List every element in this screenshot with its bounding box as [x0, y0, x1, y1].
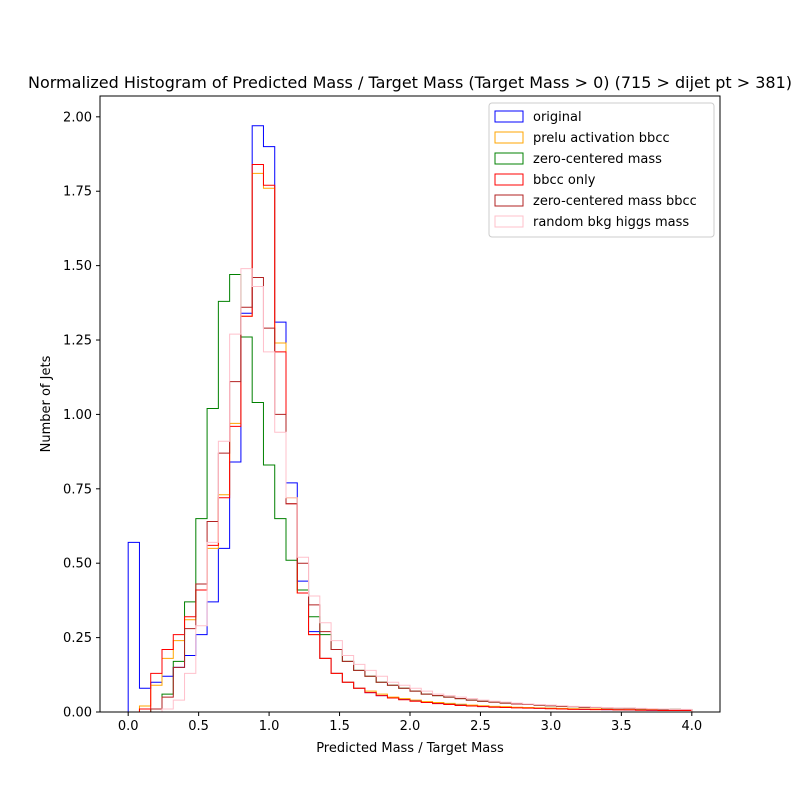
x-tick-label: 1.0: [259, 719, 280, 734]
y-tick-label: 0.75: [63, 482, 92, 497]
legend-swatch: [494, 152, 524, 165]
y-tick-label: 0.50: [63, 557, 92, 572]
y-tick-label: 1.50: [63, 259, 92, 274]
series-layer: [127, 125, 693, 713]
x-axis: 0.0 0.5 1.0 1.5 2.0 2.5 3.0 3.5 4.0: [118, 712, 702, 734]
x-axis-label: Predicted Mass / Target Mass: [316, 741, 504, 756]
x-tick-label: 2.0: [400, 719, 421, 734]
legend-swatch: [494, 194, 524, 207]
x-tick-label: 2.5: [470, 719, 491, 734]
legend: original prelu activation bbcc zero-center…: [488, 102, 715, 238]
series-2: [128, 274, 693, 713]
y-tick-label: 0.25: [63, 631, 92, 646]
series-outline: [128, 268, 693, 713]
series-outline: [128, 172, 693, 713]
legend-label: bbcc only: [533, 173, 596, 188]
x-tick-label: 4.0: [681, 719, 702, 734]
legend-label: zero-centered mass bbcc: [533, 194, 697, 209]
x-tick-label: 0.5: [188, 719, 209, 734]
y-tick-label: 1.25: [63, 334, 92, 349]
series-outline: [128, 277, 693, 713]
series-5: [128, 268, 693, 713]
legend-swatch: [494, 131, 524, 144]
series-3: [128, 163, 693, 713]
y-tick-label: 1.00: [63, 408, 92, 423]
y-tick-label: 2.00: [63, 110, 92, 125]
x-tick-label: 3.5: [611, 719, 632, 734]
series-4: [128, 277, 693, 713]
y-tick-label: 0.00: [63, 706, 92, 721]
legend-label: original: [533, 110, 582, 125]
y-axis: 0.00 0.25 0.50 0.75 1.00 1.25 1.50 1.75 2.00: [63, 110, 100, 721]
series-1: [128, 172, 693, 713]
y-axis-label: Number of Jets: [39, 355, 54, 452]
legend-label: zero-centered mass: [533, 152, 662, 167]
x-tick-label: 3.0: [541, 719, 562, 734]
legend-swatch: [494, 215, 524, 228]
x-tick-label: 0.0: [118, 719, 139, 734]
chart-title: Normalized Histogram of Predicted Mass /…: [28, 73, 792, 92]
series-outline: [128, 274, 693, 713]
legend-swatch: [494, 173, 524, 186]
y-tick-label: 1.75: [63, 185, 92, 200]
x-tick-label: 1.5: [329, 719, 350, 734]
legend-label: random bkg higgs mass: [533, 215, 689, 230]
legend-box: [488, 102, 715, 238]
series-outline: [128, 163, 693, 713]
legend-swatch: [494, 110, 524, 123]
legend-label: prelu activation bbcc: [533, 131, 670, 146]
